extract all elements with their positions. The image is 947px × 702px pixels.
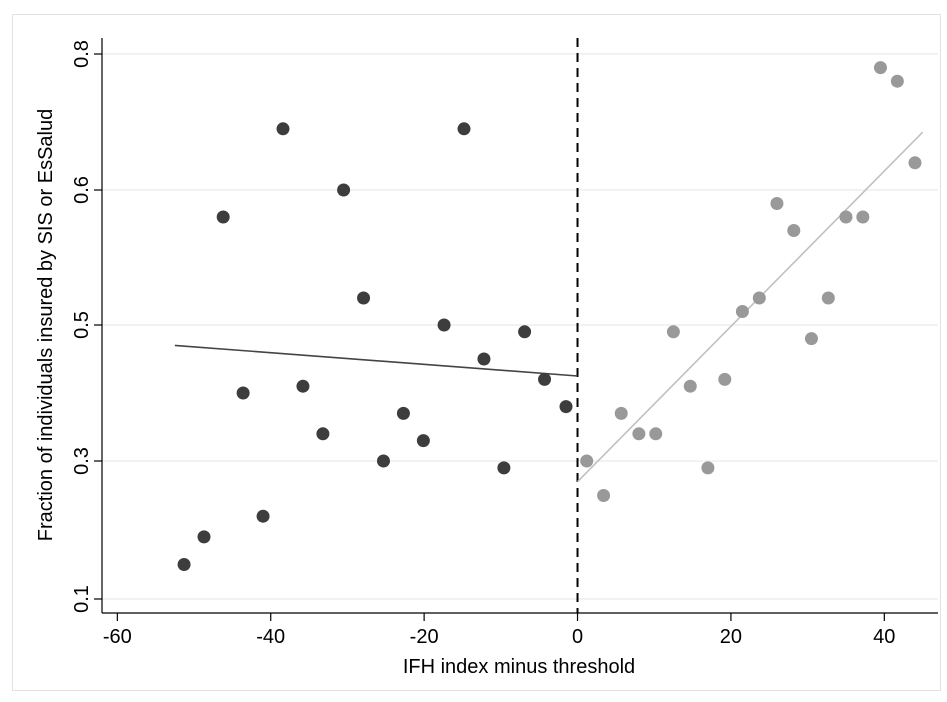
data-point — [538, 372, 552, 386]
data-point — [216, 210, 230, 224]
data-point — [666, 325, 680, 339]
x-tick-label: 40 — [873, 626, 895, 648]
data-point — [597, 489, 611, 502]
data-point — [518, 325, 532, 339]
fit-line-right — [576, 131, 924, 483]
data-point — [580, 454, 594, 468]
data-point — [416, 434, 430, 448]
gridlines — [102, 53, 938, 600]
data-point — [632, 427, 646, 441]
data-point — [296, 379, 310, 393]
x-tick-label: -60 — [103, 626, 132, 648]
data-point — [236, 386, 250, 400]
data-point — [839, 210, 853, 224]
data-point — [770, 197, 784, 210]
x-axis-title: IFH index minus threshold — [403, 656, 635, 678]
data-point — [735, 305, 749, 318]
data-point — [718, 372, 732, 386]
data-point — [497, 461, 511, 475]
y-tick-label: 0.5 — [71, 311, 93, 339]
chart-outer-border — [12, 14, 941, 691]
x-tick-label: 20 — [720, 626, 742, 648]
fit-line-left — [174, 344, 578, 377]
data-point — [197, 530, 211, 544]
data-point — [177, 558, 191, 571]
data-point — [614, 406, 628, 420]
data-point — [683, 379, 697, 393]
data-point — [376, 454, 390, 468]
y-tick-label: 0.8 — [71, 40, 93, 68]
data-point — [457, 122, 471, 136]
x-tick-label: -40 — [256, 626, 285, 648]
data-point — [256, 509, 270, 523]
x-tick-label: 0 — [572, 626, 583, 648]
data-point — [908, 156, 922, 170]
data-point — [276, 122, 290, 136]
data-point — [787, 224, 801, 237]
data-points — [177, 61, 922, 571]
data-point — [477, 352, 491, 366]
y-tick-label: 0.1 — [71, 585, 93, 613]
data-point — [316, 427, 330, 441]
y-tick-label: 0.3 — [71, 447, 93, 475]
data-point — [559, 400, 573, 414]
data-point — [752, 291, 766, 305]
fit-lines — [174, 131, 924, 483]
data-point — [357, 291, 371, 305]
data-point — [890, 74, 904, 88]
data-point — [337, 183, 351, 197]
data-point — [804, 332, 818, 346]
y-axis-title: Fraction of individuals insured by SIS o… — [35, 109, 57, 541]
axes: 0.1 0.3 0.5 0.6 0.8 -60 -40 -20 0 20 40 — [71, 38, 938, 648]
data-point — [856, 210, 870, 224]
x-tick-label: -20 — [410, 626, 439, 648]
y-tick-label: 0.6 — [71, 176, 93, 204]
data-point — [821, 291, 835, 305]
data-point — [396, 406, 410, 420]
data-point — [437, 318, 451, 332]
data-point — [701, 461, 715, 475]
data-point — [873, 61, 887, 75]
data-point — [649, 427, 663, 441]
